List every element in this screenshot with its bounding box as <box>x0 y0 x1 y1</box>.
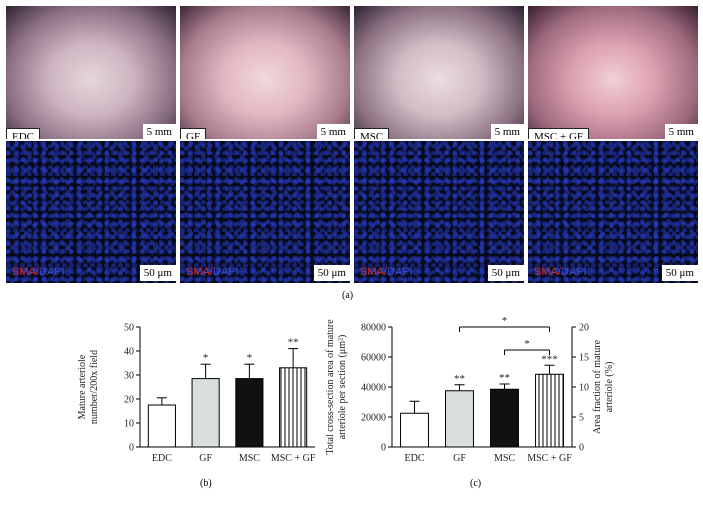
bar <box>490 388 519 448</box>
significance-label: ** <box>454 373 465 385</box>
panel-label-msc-gf: MSC + GF <box>528 128 590 139</box>
significance-label: * <box>502 315 508 327</box>
caption-c: (c) <box>470 478 482 489</box>
fluor-image-edc <box>6 141 176 283</box>
stain-label: SMA/DAPI <box>186 266 239 278</box>
x-tick-label: MSC + GF <box>527 453 572 464</box>
panel-label-gf: GF <box>180 128 207 139</box>
y2-tick-label: 15 <box>579 353 589 364</box>
photo-panel-msc: MSC 5 mm <box>354 6 524 139</box>
y2-axis-label: arteriole (%) <box>604 362 615 413</box>
x-tick-label: EDC <box>152 453 172 464</box>
caption-b: (b) <box>200 478 212 489</box>
x-tick-label: EDC <box>405 453 425 464</box>
photo-msc <box>354 6 524 139</box>
chart-b: 0 10 20 30 40 50 Mature arteriole number/200x f… <box>77 323 316 465</box>
y2-tick-label: 5 <box>579 413 584 424</box>
stain-label: SMA/DAPI <box>534 266 587 278</box>
x-tick-label: GF <box>199 453 212 464</box>
y-axis-label: number/200x field <box>89 350 100 424</box>
y-tick-label: 20 <box>124 395 134 406</box>
significance-label: * <box>247 352 253 364</box>
fluor-image-msc-gf <box>528 141 698 283</box>
significance-label: * <box>203 352 209 364</box>
bar <box>279 367 308 448</box>
y-tick-label: 40000 <box>361 383 386 394</box>
bar <box>400 412 429 448</box>
y2-tick-label: 20 <box>579 323 589 334</box>
panel-label-edc: EDC <box>6 128 40 139</box>
chart-c: 0 20000 40000 60000 80000 Total cross-section… <box>325 315 615 464</box>
scale-label-photo-edc: 5 mm <box>142 124 176 139</box>
x-tick-label: MSC <box>494 453 515 464</box>
panel-label-msc: MSC <box>354 128 390 139</box>
y2-axis-label: Area fraction of mature <box>592 339 603 434</box>
scale-label-fluor-msc-gf: 50 μm <box>661 265 698 281</box>
scale-label-fluor-msc: 50 μm <box>487 265 524 281</box>
significance-label: ** <box>499 372 510 384</box>
x-tick-label: MSC + GF <box>271 453 316 464</box>
bar <box>235 378 264 448</box>
photo-edc <box>6 6 176 139</box>
y2-tick-label: 0 <box>579 443 584 454</box>
y-tick-label: 50 <box>124 323 134 334</box>
bar <box>191 378 220 448</box>
x-tick-label: GF <box>453 453 466 464</box>
scale-label-photo-msc: 5 mm <box>490 124 524 139</box>
photo-panel-msc-gf: MSC + GF 5 mm <box>528 6 698 139</box>
significance-label: ** <box>288 337 299 349</box>
fluor-image-msc <box>354 141 524 283</box>
scale-label-fluor-gf: 50 μm <box>313 265 350 281</box>
photo-gf <box>180 6 350 139</box>
photo-panel-edc: EDC 5 mm <box>6 6 176 139</box>
fluor-panel-msc: SMA/DAPI 50 μm <box>354 141 524 283</box>
y-tick-label: 40 <box>124 347 134 358</box>
stain-label: SMA/DAPI <box>12 266 65 278</box>
fluor-panel-gf: SMA/DAPI 50 μm <box>180 141 350 283</box>
y2-tick-label: 10 <box>579 383 589 394</box>
y-axis-label: Total cross-section area of mature <box>325 319 336 455</box>
photo-msc-gf <box>528 6 698 139</box>
bar <box>147 404 176 448</box>
x-tick-label: MSC <box>239 453 260 464</box>
y-tick-label: 60000 <box>361 353 386 364</box>
y-tick-label: 30 <box>124 371 134 382</box>
stain-label: SMA/DAPI <box>360 266 413 278</box>
y-tick-label: 80000 <box>361 323 386 334</box>
caption-a: (a) <box>342 290 354 301</box>
y-tick-label: 0 <box>381 443 386 454</box>
y-tick-label: 10 <box>124 419 134 430</box>
scale-label-photo-msc-gf: 5 mm <box>664 124 698 139</box>
fluor-panel-edc: SMA/DAPI 50 μm <box>6 141 176 283</box>
y-axis-label: arteriole per section (μm²) <box>337 335 348 440</box>
y-tick-label: 0 <box>129 443 134 454</box>
y-tick-label: 20000 <box>361 413 386 424</box>
significance-label: * <box>524 338 530 350</box>
scale-label-fluor-edc: 50 μm <box>139 265 176 281</box>
y-axis-label: Mature arteriole <box>77 354 88 419</box>
photo-panel-gf: GF 5 mm <box>180 6 350 139</box>
fluor-image-gf <box>180 141 350 283</box>
bar <box>445 390 474 448</box>
bar <box>535 373 564 448</box>
significance-label: *** <box>541 353 558 365</box>
scale-label-photo-gf: 5 mm <box>316 124 350 139</box>
fluor-panel-msc-gf: SMA/DAPI 50 μm <box>528 141 698 283</box>
